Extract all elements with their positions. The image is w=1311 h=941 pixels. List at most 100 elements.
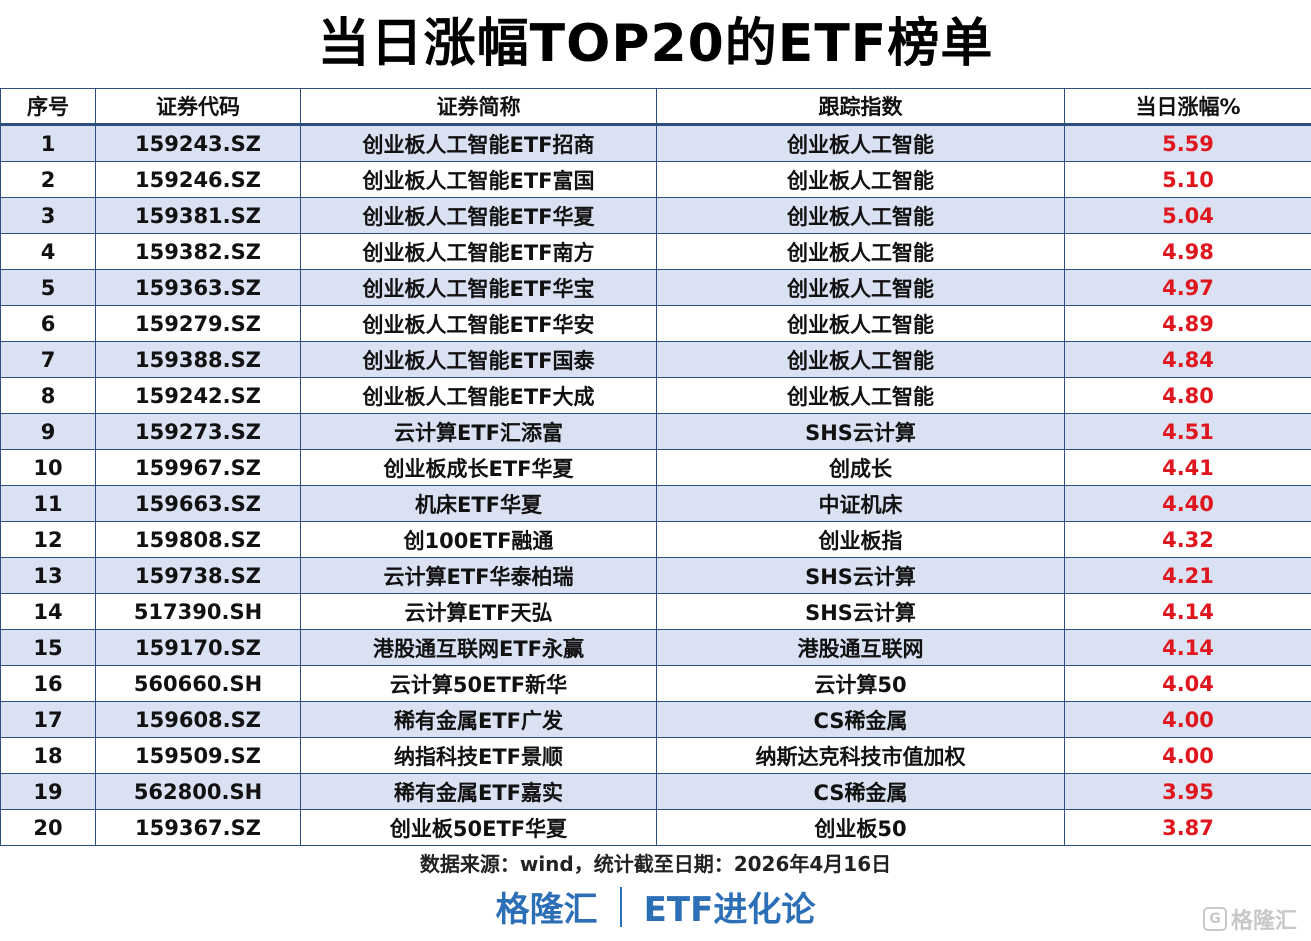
cell-rank: 13 [0,557,96,594]
table-row: 3 159381.SZ 创业板人工智能ETF华夏 创业板人工智能 5.04 [0,197,1311,234]
cell-tracking-index: 创业板人工智能 [656,124,1065,162]
cell-tracking-index: 纳斯达克科技市值加权 [656,737,1065,774]
cell-tracking-index: 创业板人工智能 [656,269,1065,306]
table-row: 18 159509.SZ 纳指科技ETF景顺 纳斯达克科技市值加权 4.00 [0,737,1311,774]
cell-tracking-index: 创业板指 [656,521,1065,558]
cell-daily-change: 4.51 [1064,413,1311,450]
cell-short-name: 云计算ETF天弘 [300,593,657,630]
header-daily-change: 当日涨幅% [1064,88,1311,126]
cell-daily-change: 5.59 [1064,124,1311,162]
cell-rank: 19 [0,773,96,810]
table-row: 12 159808.SZ 创100ETF融通 创业板指 4.32 [0,521,1311,558]
cell-short-name: 创业板人工智能ETF国泰 [300,341,657,378]
brand-column-name: ETF进化论 [643,890,816,930]
cell-rank: 11 [0,485,96,522]
cell-tracking-index: SHS云计算 [656,413,1065,450]
cell-tracking-index: CS稀金属 [656,773,1065,810]
header-tracking-index: 跟踪指数 [656,88,1065,126]
cell-code: 159738.SZ [95,557,301,594]
cell-rank: 9 [0,413,96,450]
cell-rank: 15 [0,629,96,666]
cell-code: 159663.SZ [95,485,301,522]
cell-daily-change: 5.04 [1064,197,1311,234]
page-title: 当日涨幅TOP20的ETF榜单 [317,14,994,74]
table-row: 7 159388.SZ 创业板人工智能ETF国泰 创业板人工智能 4.84 [0,341,1311,378]
cell-short-name: 创业板人工智能ETF南方 [300,233,657,270]
cell-short-name: 稀有金属ETF嘉实 [300,773,657,810]
cell-short-name: 创业板人工智能ETF华夏 [300,197,657,234]
cell-code: 159509.SZ [95,737,301,774]
cell-tracking-index: 港股通互联网 [656,629,1065,666]
cell-tracking-index: CS稀金属 [656,701,1065,738]
table-row: 2 159246.SZ 创业板人工智能ETF富国 创业板人工智能 5.10 [0,161,1311,198]
cell-rank: 16 [0,665,96,702]
cell-tracking-index: 创业板人工智能 [656,233,1065,270]
cell-code: 159808.SZ [95,521,301,558]
table-row: 10 159967.SZ 创业板成长ETF华夏 创成长 4.41 [0,449,1311,486]
cell-short-name: 港股通互联网ETF永赢 [300,629,657,666]
watermark: G 格隆汇 [1202,904,1297,934]
cell-rank: 12 [0,521,96,558]
cell-daily-change: 4.00 [1064,701,1311,738]
cell-daily-change: 4.84 [1064,341,1311,378]
brand-name: 格隆汇 [495,890,598,930]
cell-tracking-index: 创成长 [656,449,1065,486]
header-code: 证券代码 [95,88,301,126]
etf-ranking-table: 序号 证券代码 证券简称 跟踪指数 当日涨幅% 1 159243.SZ 创业板人工智… [0,88,1311,846]
cell-tracking-index: 云计算50 [656,665,1065,702]
cell-short-name: 创业板人工智能ETF富国 [300,161,657,198]
cell-daily-change: 4.00 [1064,737,1311,774]
cell-tracking-index: 创业板50 [656,809,1065,846]
table-body: 1 159243.SZ 创业板人工智能ETF招商 创业板人工智能 5.59 2 159246… [0,124,1311,846]
cell-rank: 2 [0,161,96,198]
cell-rank: 7 [0,341,96,378]
cell-tracking-index: 创业板人工智能 [656,377,1065,414]
table-header-row: 序号 证券代码 证券简称 跟踪指数 当日涨幅% [0,88,1311,126]
cell-rank: 10 [0,449,96,486]
cell-tracking-index: 创业板人工智能 [656,305,1065,342]
cell-daily-change: 4.14 [1064,629,1311,666]
cell-code: 159967.SZ [95,449,301,486]
cell-rank: 5 [0,269,96,306]
cell-daily-change: 4.32 [1064,521,1311,558]
cell-rank: 14 [0,593,96,630]
table-row: 11 159663.SZ 机床ETF华夏 中证机床 4.40 [0,485,1311,522]
cell-code: 562800.SH [95,773,301,810]
header-short-name: 证券简称 [300,88,657,126]
brand-footer: 格隆汇 ETF进化论 [0,886,1311,934]
cell-daily-change: 4.04 [1064,665,1311,702]
brand-divider [619,887,622,927]
header-rank: 序号 [0,88,96,126]
cell-rank: 1 [0,124,96,162]
table-row: 20 159367.SZ 创业板50ETF华夏 创业板50 3.87 [0,809,1311,846]
cell-code: 159246.SZ [95,161,301,198]
gelonghui-logo-icon: G [1202,907,1227,931]
cell-short-name: 纳指科技ETF景顺 [300,737,657,774]
cell-code: 159243.SZ [95,124,301,162]
cell-short-name: 云计算ETF汇添富 [300,413,657,450]
cell-code: 159273.SZ [95,413,301,450]
cell-daily-change: 4.14 [1064,593,1311,630]
table-row: 5 159363.SZ 创业板人工智能ETF华宝 创业板人工智能 4.97 [0,269,1311,306]
cell-short-name: 创100ETF融通 [300,521,657,558]
cell-rank: 6 [0,305,96,342]
cell-code: 159388.SZ [95,341,301,378]
cell-short-name: 创业板人工智能ETF大成 [300,377,657,414]
cell-daily-change: 3.95 [1064,773,1311,810]
table-row: 13 159738.SZ 云计算ETF华泰柏瑞 SHS云计算 4.21 [0,557,1311,594]
cell-short-name: 创业板50ETF华夏 [300,809,657,846]
cell-code: 159170.SZ [95,629,301,666]
cell-code: 159382.SZ [95,233,301,270]
cell-rank: 3 [0,197,96,234]
cell-tracking-index: 中证机床 [656,485,1065,522]
cell-code: 560660.SH [95,665,301,702]
cell-rank: 20 [0,809,96,846]
cell-code: 159363.SZ [95,269,301,306]
cell-daily-change: 5.10 [1064,161,1311,198]
cell-code: 159367.SZ [95,809,301,846]
cell-short-name: 创业板人工智能ETF华宝 [300,269,657,306]
cell-tracking-index: SHS云计算 [656,593,1065,630]
cell-short-name: 创业板成长ETF华夏 [300,449,657,486]
cell-rank: 18 [0,737,96,774]
cell-short-name: 云计算50ETF新华 [300,665,657,702]
